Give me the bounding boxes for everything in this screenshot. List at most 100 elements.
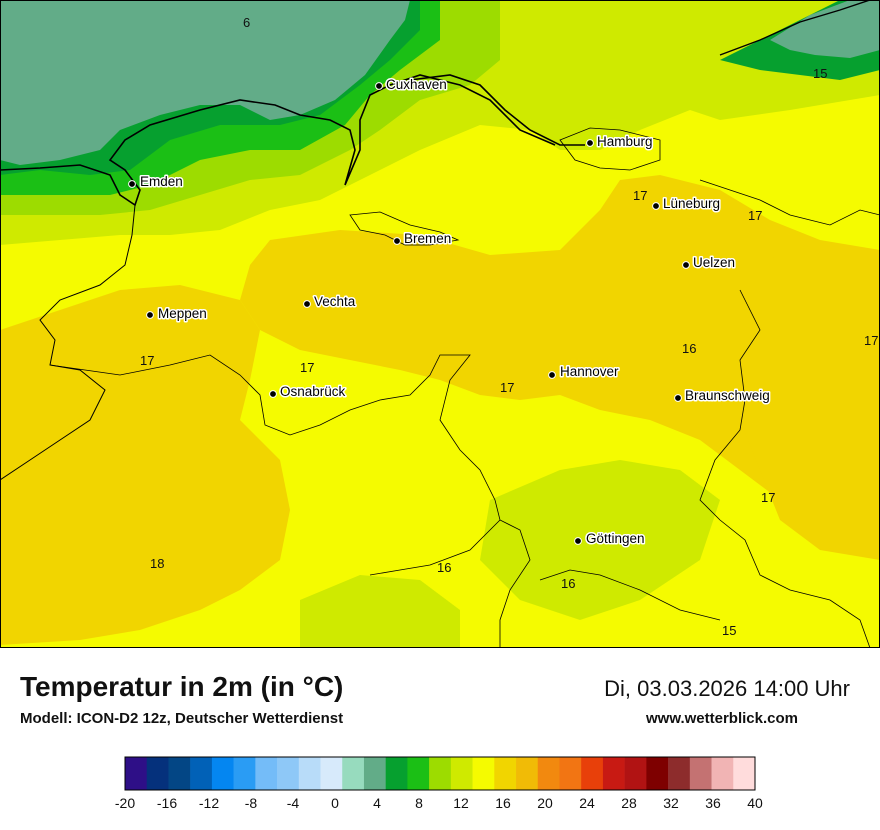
isotherm-label: 17 [140, 353, 154, 368]
legend-swatch [733, 757, 756, 790]
temp-zone-17-east [720, 250, 880, 560]
legend-tick-label: 0 [331, 795, 339, 811]
city-hannover: Hannover [548, 363, 621, 381]
map-title: Temperatur in 2m (in °C) [20, 671, 344, 702]
legend-tick-label: 8 [415, 795, 423, 811]
city-label: Vechta [314, 294, 356, 309]
legend-swatch [689, 757, 712, 790]
legend-swatch [668, 757, 691, 790]
legend-swatch [125, 757, 148, 790]
isotherm-label: 18 [150, 556, 164, 571]
city-dot [548, 371, 556, 379]
city-label: Uelzen [693, 255, 735, 270]
border-thuringia [539, 569, 721, 621]
city-label: Osnabrück [280, 384, 346, 399]
legend-swatch [711, 757, 734, 790]
legend-swatch [190, 757, 213, 790]
legend-tick-label: 16 [495, 795, 511, 811]
city-meppen: Meppen [146, 305, 208, 323]
legend-swatch [233, 757, 256, 790]
model-info: Modell: ICON-D2 12z, Deutscher Wetterdie… [20, 710, 344, 727]
legend-swatch [168, 757, 191, 790]
temp-zone-15-south [300, 575, 460, 648]
legend-swatch [277, 757, 300, 790]
legend-swatch [342, 757, 365, 790]
city-dot [146, 311, 154, 319]
legend-swatch [581, 757, 604, 790]
legend-swatch [211, 757, 234, 790]
legend-swatch [407, 757, 430, 790]
legend-tick-label: 28 [621, 795, 637, 811]
city-dot [375, 82, 383, 90]
city-label: Emden [140, 174, 183, 189]
city-dot [269, 390, 277, 398]
city-uelzen: Uelzen [682, 254, 737, 272]
border-nrw [49, 354, 531, 648]
legend-tick-label: -20 [115, 795, 135, 811]
city-dot [682, 261, 690, 269]
coastline [0, 74, 556, 207]
city-label: Cuxhaven [386, 77, 447, 92]
legend-tick-label: 32 [663, 795, 679, 811]
city-lueneburg: Lüneburg [652, 195, 722, 213]
legend-swatch [494, 757, 517, 790]
city-dot [393, 237, 401, 245]
legend-swatch [602, 757, 625, 790]
city-dot [303, 300, 311, 308]
city-markers: Cuxhaven Hamburg Emden Lüneburg Bremen U… [128, 76, 771, 548]
isotherm-label: 15 [813, 66, 827, 81]
isotherm-label: 16 [437, 560, 451, 575]
baltic-sea-deep [770, 0, 880, 58]
north-sea [0, 0, 410, 165]
city-label: Lüneburg [663, 196, 720, 211]
color-legend: -20 -16 -12 -8 -4 0 4 8 12 16 20 24 28 32 36 40 [115, 756, 763, 811]
border-netherlands [0, 204, 136, 481]
legend-swatch [624, 757, 647, 790]
legend-tick-label: 24 [579, 795, 595, 811]
city-label: Meppen [158, 306, 207, 321]
elbe-river [409, 74, 585, 146]
city-emden: Emden [128, 173, 184, 191]
state-border-hamburg [559, 127, 661, 171]
city-label: Göttingen [586, 531, 645, 546]
legend-tick-label: 12 [453, 795, 469, 811]
legend-swatch [472, 757, 495, 790]
legend-tick-label: -8 [245, 795, 258, 811]
isotherm-label: 17 [633, 188, 647, 203]
city-label: Bremen [404, 231, 451, 246]
city-braunschweig: Braunschweig [674, 387, 771, 405]
isotherm-label: 17 [761, 490, 775, 505]
legend-tick-label: -4 [287, 795, 300, 811]
legend-tick-label: -12 [199, 795, 219, 811]
isotherm-label: 17 [300, 360, 314, 375]
isotherm-label: 17 [748, 208, 762, 223]
isotherm-label: 6 [243, 15, 250, 30]
city-cuxhaven: Cuxhaven [375, 76, 448, 94]
legend-swatch [537, 757, 560, 790]
border-saxony-anhalt [699, 179, 880, 648]
legend-ticks: -20 -16 -12 -8 -4 0 4 8 12 16 20 24 28 32 36 40 [115, 795, 763, 811]
forecast-datetime: Di, 03.03.2026 14:00 Uhr [604, 676, 850, 701]
website-link[interactable]: www.wetterblick.com [646, 710, 798, 727]
legend-swatch [255, 757, 278, 790]
isotherm-label: 17 [500, 380, 514, 395]
city-hamburg: Hamburg [586, 133, 654, 151]
legend-tick-label: 40 [747, 795, 763, 811]
temp-zone-17-west [0, 285, 290, 645]
isotherm-label: 15 [722, 623, 736, 638]
legend-swatch [320, 757, 343, 790]
isotherm-labels: 6 15 17 17 17 17 17 16 17 17 18 16 16 15 [140, 15, 878, 638]
legend-swatch [646, 757, 669, 790]
city-dot [128, 180, 136, 188]
baltic-coast [719, 0, 871, 56]
legend-tick-label: 4 [373, 795, 381, 811]
city-label: Hannover [560, 364, 619, 379]
city-osnabrueck: Osnabrück [269, 383, 347, 401]
legend-tick-label: -16 [157, 795, 177, 811]
city-label: Hamburg [597, 134, 653, 149]
legend-swatch [146, 757, 169, 790]
legend-tick-label: 36 [705, 795, 721, 811]
isotherm-label: 16 [682, 341, 696, 356]
city-goettingen: Göttingen [574, 530, 646, 548]
state-border-bremen [349, 211, 460, 246]
